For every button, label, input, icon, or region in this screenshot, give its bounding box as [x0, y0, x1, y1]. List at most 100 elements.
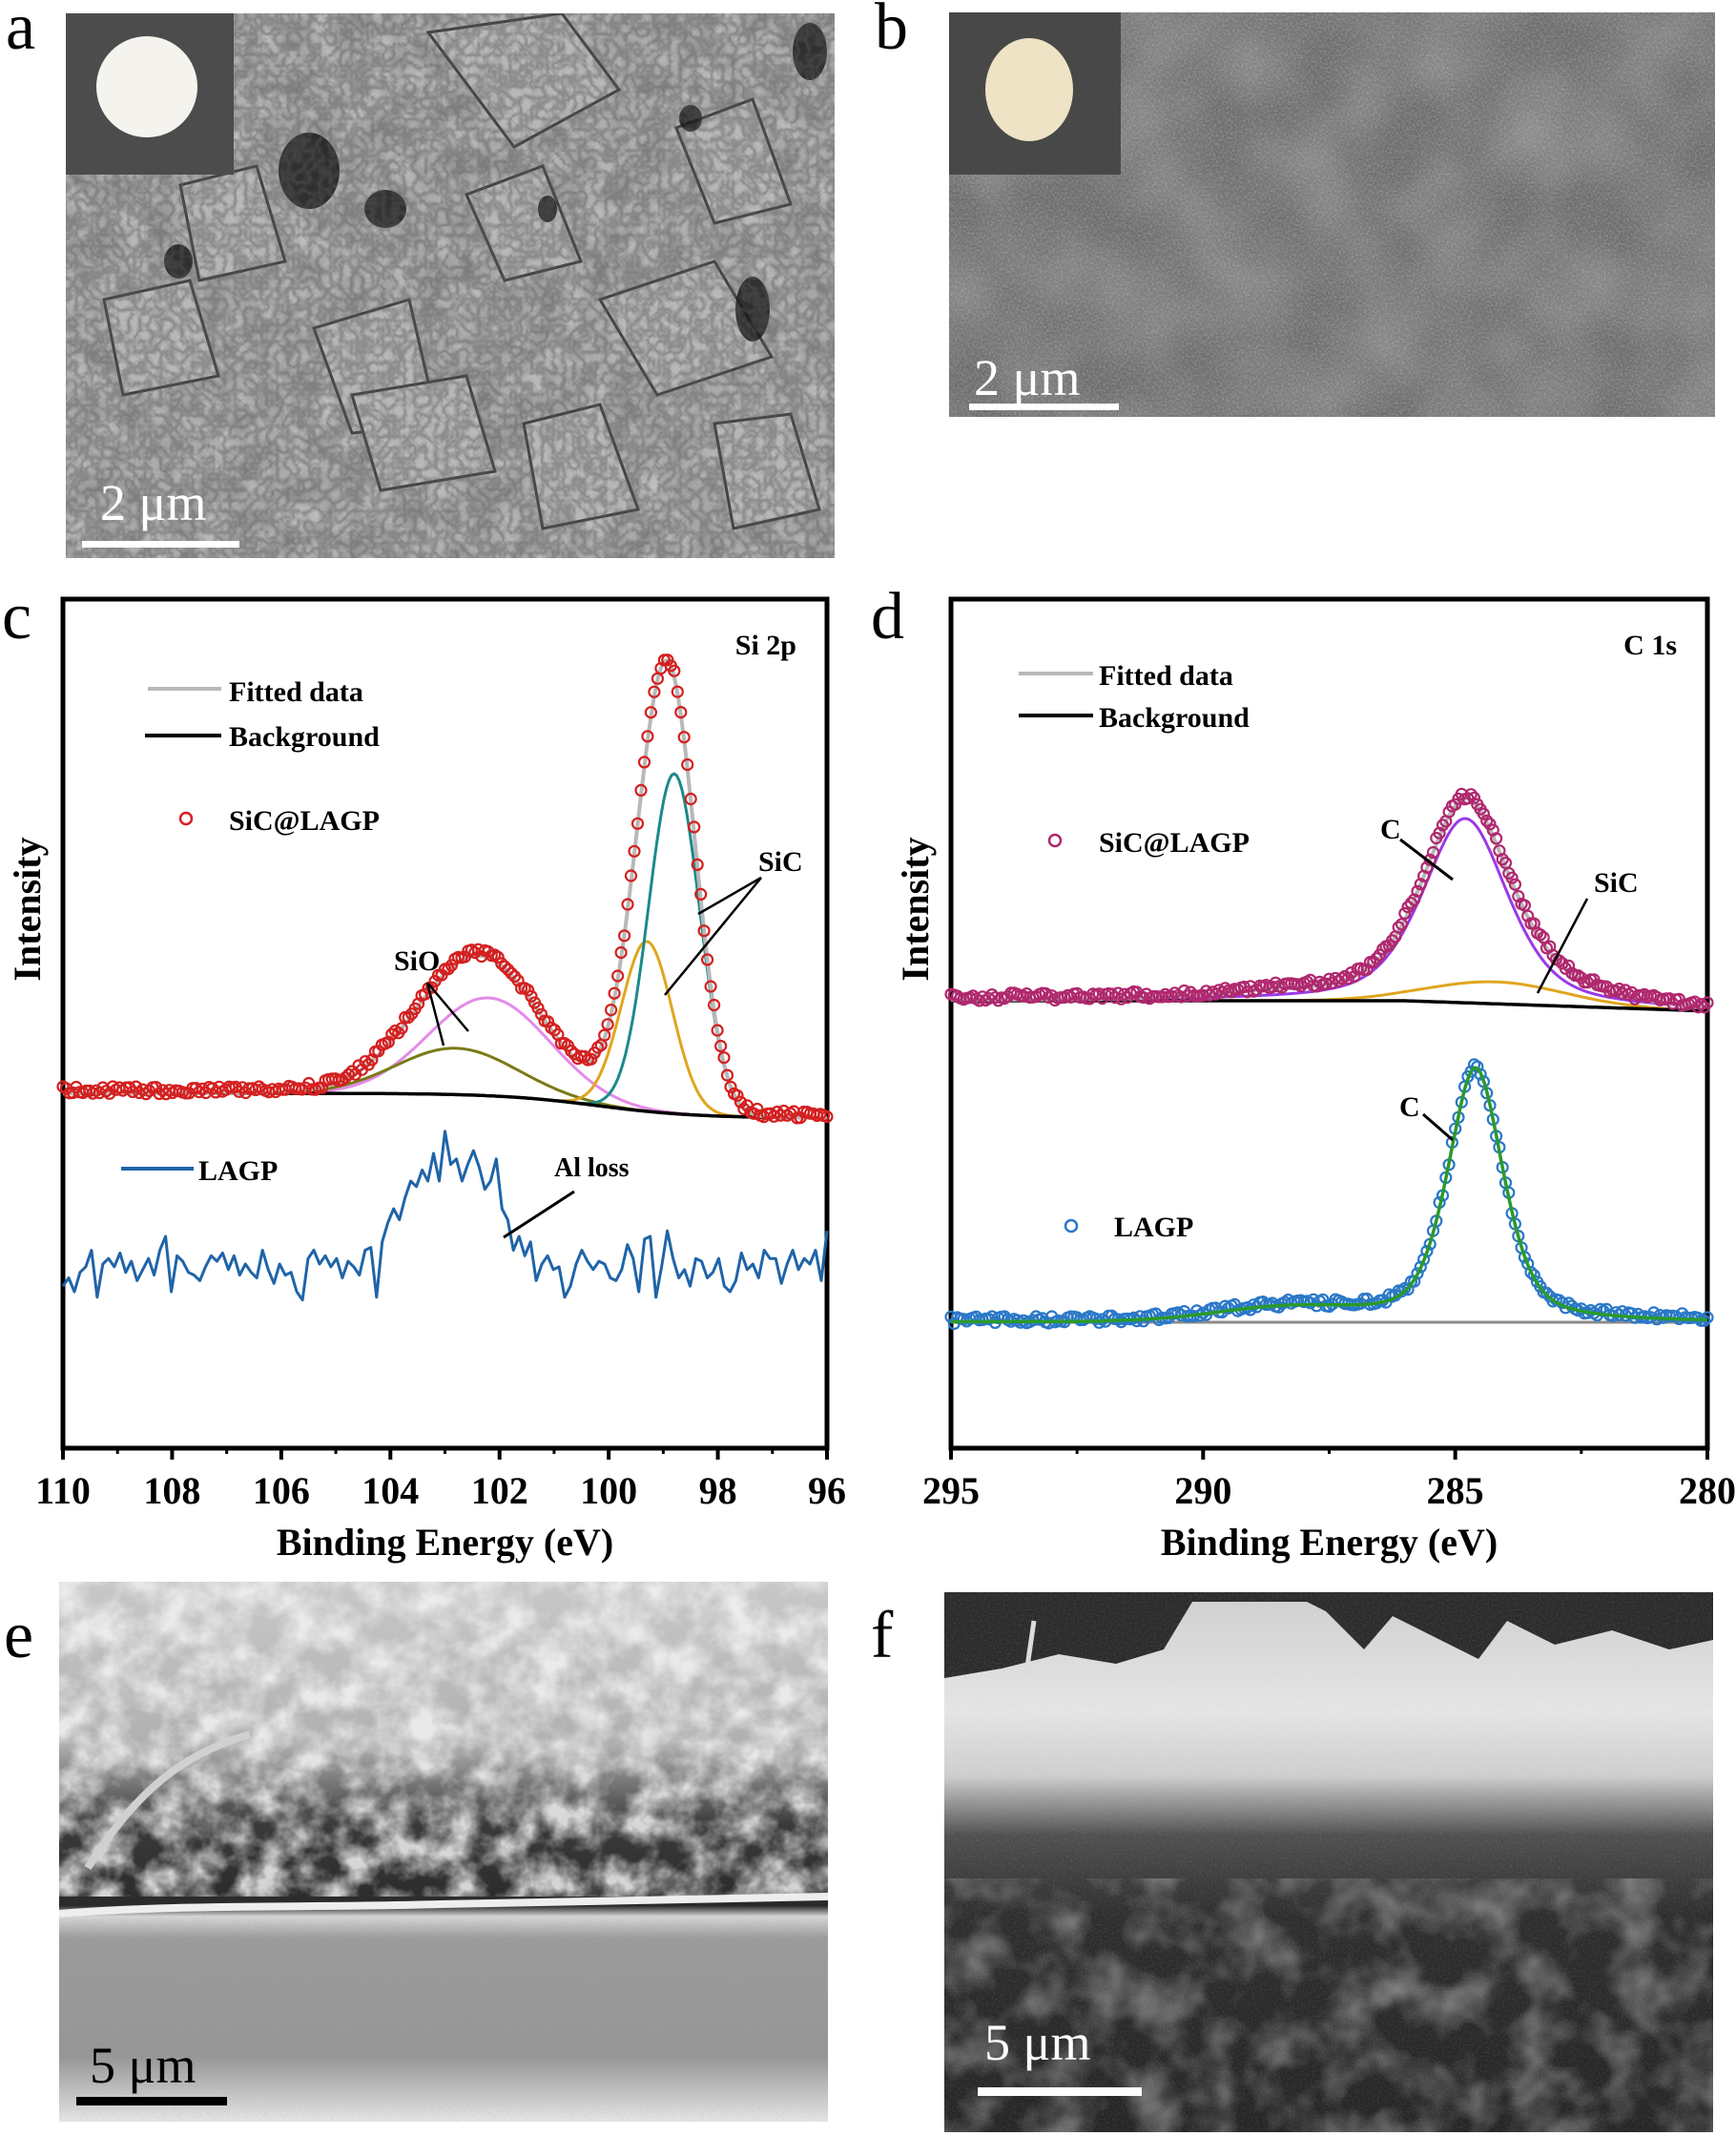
data-marker: [382, 1035, 395, 1048]
data-marker: [1471, 1060, 1484, 1073]
data-marker: [614, 945, 628, 960]
scale-bar: [82, 541, 239, 548]
data-marker: [1376, 943, 1390, 956]
annotation-sic: SiC: [758, 846, 803, 878]
data-marker: [677, 731, 691, 744]
data-marker: [634, 783, 648, 798]
data-marker: [1505, 871, 1519, 884]
data-marker: [724, 1080, 737, 1093]
leader-line: [664, 877, 762, 996]
data-marker: [1105, 987, 1119, 1001]
y-axis-title: Intensity: [6, 837, 49, 981]
data-marker: [491, 950, 505, 964]
data-marker: [585, 1052, 598, 1066]
data-marker: [1701, 1311, 1714, 1324]
data-marker: [531, 1001, 545, 1015]
data-marker: [1483, 818, 1497, 831]
data-marker: [734, 1095, 748, 1109]
sem-image-cross-section-e: 5 μm: [59, 1582, 828, 2122]
data-marker: [1392, 921, 1405, 934]
pellet-disk: [96, 36, 197, 137]
legend-lagp-marker: [1064, 1218, 1079, 1234]
data-marker: [1508, 878, 1522, 891]
scale-bar-label: 5 μm: [984, 2014, 1091, 2071]
data-marker: [1341, 972, 1354, 985]
data-marker: [630, 817, 645, 830]
data-marker: [1411, 884, 1424, 898]
data-marker: [1174, 990, 1188, 1004]
data-marker: [608, 986, 621, 1000]
data-marker: [498, 960, 511, 973]
scale-bar-label: 2 μm: [974, 349, 1081, 406]
legend-background-label: Background: [1099, 702, 1250, 734]
data-marker: [1477, 807, 1491, 820]
data-marker: [641, 730, 654, 743]
data-marker: [1348, 969, 1361, 984]
panel-label-a: a: [6, 0, 36, 64]
x-tick-label: 108: [143, 1469, 200, 1512]
leader-line: [1536, 898, 1589, 994]
data-marker: [1496, 853, 1509, 866]
data-marker: [711, 1024, 724, 1037]
data-marker: [668, 664, 681, 677]
x-tick-label: 104: [362, 1469, 419, 1512]
data-marker: [193, 1085, 206, 1099]
x-tick-label: 290: [1174, 1469, 1231, 1512]
data-marker: [495, 957, 508, 970]
data-marker: [628, 844, 641, 858]
x-tick-label: 102: [471, 1469, 528, 1512]
data-marker: [1370, 952, 1383, 965]
spectrum-title: C 1s: [1623, 630, 1677, 661]
lagp-fitted-line: [951, 1066, 1708, 1324]
data-marker: [1561, 959, 1576, 973]
sem-image-cross-section-f: 5 μm: [944, 1592, 1713, 2132]
data-marker: [86, 1087, 99, 1100]
data-marker: [1203, 988, 1216, 1002]
data-marker: [1411, 1267, 1424, 1280]
data-marker: [1521, 909, 1535, 923]
x-tick-label: 110: [35, 1469, 91, 1512]
data-marker: [681, 757, 694, 772]
annotation-c: C: [1380, 814, 1401, 845]
panel-label-c: c: [2, 580, 32, 653]
x-tick-label: 98: [699, 1469, 737, 1512]
data-marker: [713, 1039, 728, 1053]
data-marker: [385, 1027, 399, 1041]
x-tick-label: 280: [1679, 1469, 1736, 1512]
sem-image-sic-lagp-surface: 2 μm: [949, 12, 1715, 417]
lagp-data-points: [944, 1058, 1714, 1331]
legend-sic-lagp-marker: [178, 811, 194, 826]
panel-label-d: d: [871, 580, 904, 653]
data-marker: [624, 869, 638, 882]
data-marker: [1404, 897, 1418, 910]
spectrum-title: Si 2p: [735, 630, 796, 661]
data-marker: [1701, 996, 1714, 1009]
data-marker: [691, 858, 704, 872]
data-marker: [1512, 889, 1525, 903]
data-marker: [465, 944, 478, 957]
data-marker: [704, 980, 717, 993]
data-marker: [720, 1068, 734, 1082]
sem-texture-coating: [944, 1592, 1713, 2132]
data-marker: [737, 1102, 751, 1116]
data-marker: [820, 1109, 834, 1124]
data-marker: [1464, 788, 1478, 801]
pellet-disk: [985, 38, 1073, 141]
sic-lagp-data-points: [944, 787, 1714, 1014]
data-marker: [1524, 1266, 1538, 1279]
data-marker: [316, 1081, 329, 1094]
data-marker: [1474, 1068, 1487, 1081]
data-marker: [637, 756, 651, 769]
data-marker: [1395, 918, 1409, 931]
data-marker: [1489, 832, 1503, 845]
scale-bar: [76, 2097, 227, 2105]
xps-charts: 110 108 106 104 102 100 98 96 Binding Energy (eV…: [6, 596, 1736, 1564]
data-marker: [617, 929, 631, 943]
data-marker: [565, 1044, 578, 1058]
data-marker: [302, 1076, 316, 1090]
x-tick-label: 96: [808, 1469, 846, 1512]
data-marker: [1420, 861, 1434, 874]
data-marker: [688, 820, 701, 834]
data-marker: [359, 1054, 372, 1068]
annotation-sic: SiC: [1594, 867, 1639, 899]
